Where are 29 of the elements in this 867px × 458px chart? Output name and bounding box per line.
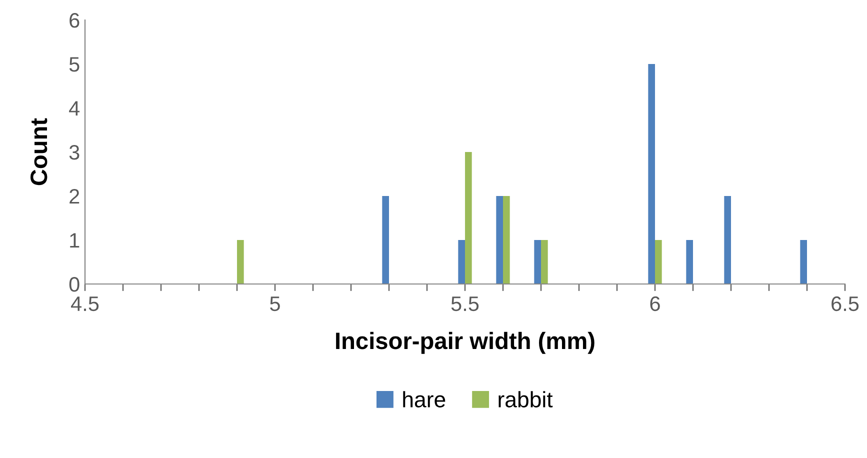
y-tick-label: 6	[70, 13, 80, 28]
bar	[724, 196, 731, 284]
bar	[800, 240, 807, 284]
x-tick-label: 5	[270, 296, 280, 312]
x-tick-label: 4.5	[71, 296, 99, 312]
bar	[496, 196, 503, 284]
bar	[382, 196, 389, 284]
bar	[237, 240, 244, 284]
bar	[465, 152, 472, 284]
y-axis-title: Count	[30, 118, 48, 186]
y-tick-label: 5	[69, 57, 80, 72]
bar	[458, 240, 465, 284]
y-tick-label: 1	[70, 233, 80, 248]
bar	[648, 64, 655, 284]
x-tick-label: 6	[650, 296, 660, 312]
y-tick-label: 2	[70, 189, 80, 204]
x-tick-label: 6.5	[832, 296, 859, 312]
bar	[503, 196, 510, 284]
bar	[541, 240, 548, 284]
x-tick-label: 5.5	[451, 296, 479, 312]
bar	[655, 240, 662, 284]
bar	[686, 240, 693, 284]
legend-label: rabbit	[498, 391, 553, 408]
y-tick-label: 3	[69, 145, 80, 160]
legend-label: hare	[403, 391, 446, 408]
bar	[534, 240, 541, 284]
x-axis-title: Incisor-pair width (mm)	[336, 332, 594, 354]
y-tick-label: 0	[69, 277, 80, 292]
y-tick-label: 4	[69, 101, 80, 116]
